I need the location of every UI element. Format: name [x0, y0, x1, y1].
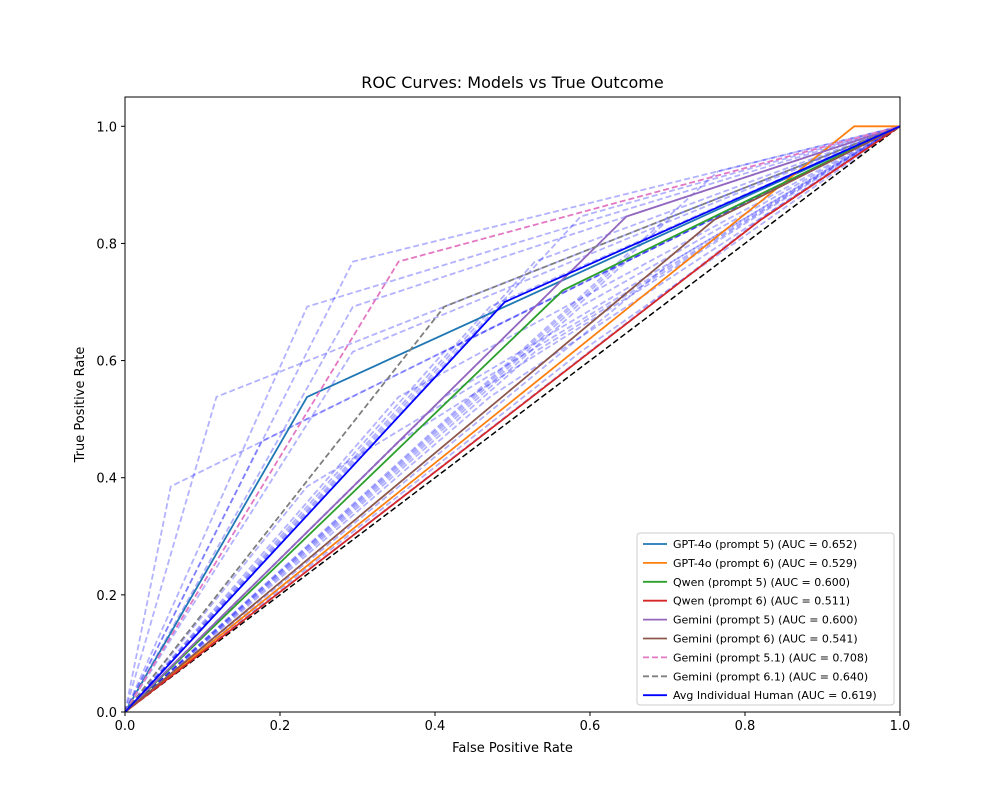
legend-entry-label: Qwen (prompt 6) (AUC = 0.511): [673, 595, 850, 608]
axes-frame: [124, 96, 901, 713]
legend-box: [636, 532, 895, 706]
legend-entry-label: Gemini (prompt 6.1) (AUC = 0.640): [673, 670, 868, 683]
series-line-8: [125, 125, 900, 712]
y-tick-label: 0.0: [96, 706, 117, 721]
y-tick-label: 0.2: [96, 589, 117, 604]
plot-area: [125, 125, 900, 712]
series-line-6: [125, 125, 900, 712]
series-line-3: [125, 125, 900, 712]
human-roc-curve: [125, 125, 900, 712]
legend-entry-label: Qwen (prompt 5) (AUC = 0.600): [673, 576, 850, 589]
x-tick-label: 0.0: [115, 719, 136, 734]
human-roc-curve: [125, 125, 900, 712]
x-axis-label: False Positive Rate: [452, 741, 573, 756]
y-axis-label: True Positive Rate: [73, 347, 88, 464]
human-roc-curve: [125, 125, 900, 712]
x-tick-label: 0.4: [425, 719, 446, 734]
legend-entry-label: Avg Individual Human (AUC = 0.619): [673, 689, 877, 702]
human-roc-curve: [125, 125, 900, 712]
legend-entry-label: GPT-4o (prompt 5) (AUC = 0.652): [673, 538, 857, 551]
x-tick-label: 1.0: [890, 719, 911, 734]
human-roc-curve: [125, 125, 900, 712]
human-roc-curve: [125, 125, 900, 712]
x-tick-label: 0.8: [735, 719, 756, 734]
axes: 0.0 0.2 0.4 0.6 0.8 1.0 0.0 0.2 0.4 0.6 0.8 1.0: [96, 96, 911, 734]
x-tick-label: 0.2: [270, 719, 291, 734]
human-roc-curve: [125, 125, 900, 712]
series-line-0: [125, 125, 900, 712]
human-roc-curve: [125, 125, 900, 712]
human-roc-curve: [125, 125, 900, 712]
human-roc-curve: [125, 125, 900, 712]
chart-title: ROC Curves: Models vs True Outcome: [361, 73, 663, 92]
legend-entry-label: Gemini (prompt 5.1) (AUC = 0.708): [673, 651, 868, 664]
y-tick-label: 0.8: [96, 237, 117, 252]
human-roc-curve: [125, 125, 900, 712]
legend-entry-label: Gemini (prompt 5) (AUC = 0.600): [673, 614, 858, 627]
series-line-2: [125, 125, 900, 712]
y-tick-label: 0.4: [96, 472, 117, 487]
x-tick-label: 0.6: [580, 719, 601, 734]
legend-entry-label: GPT-4o (prompt 6) (AUC = 0.529): [673, 557, 857, 570]
legend: GPT-4o (prompt 5) (AUC = 0.652) GPT-4o (p…: [636, 532, 895, 706]
human-roc-curve: [125, 125, 900, 712]
human-roc-curve: [125, 125, 900, 712]
human-roc-curve: [125, 125, 900, 712]
series-line-5: [125, 125, 900, 712]
legend-entry-label: Gemini (prompt 6) (AUC = 0.541): [673, 633, 858, 646]
plot-lines: [125, 125, 900, 712]
series-line-7: [125, 125, 900, 712]
y-tick-label: 1.0: [96, 120, 117, 135]
human-roc-curve: [125, 125, 900, 712]
y-tick-label: 0.6: [96, 355, 117, 370]
human-roc-curve: [125, 125, 900, 712]
series-line-4: [125, 125, 900, 712]
human-roc-curve: [125, 125, 900, 712]
human-roc-curve: [125, 125, 900, 712]
series-line-1: [125, 125, 900, 712]
